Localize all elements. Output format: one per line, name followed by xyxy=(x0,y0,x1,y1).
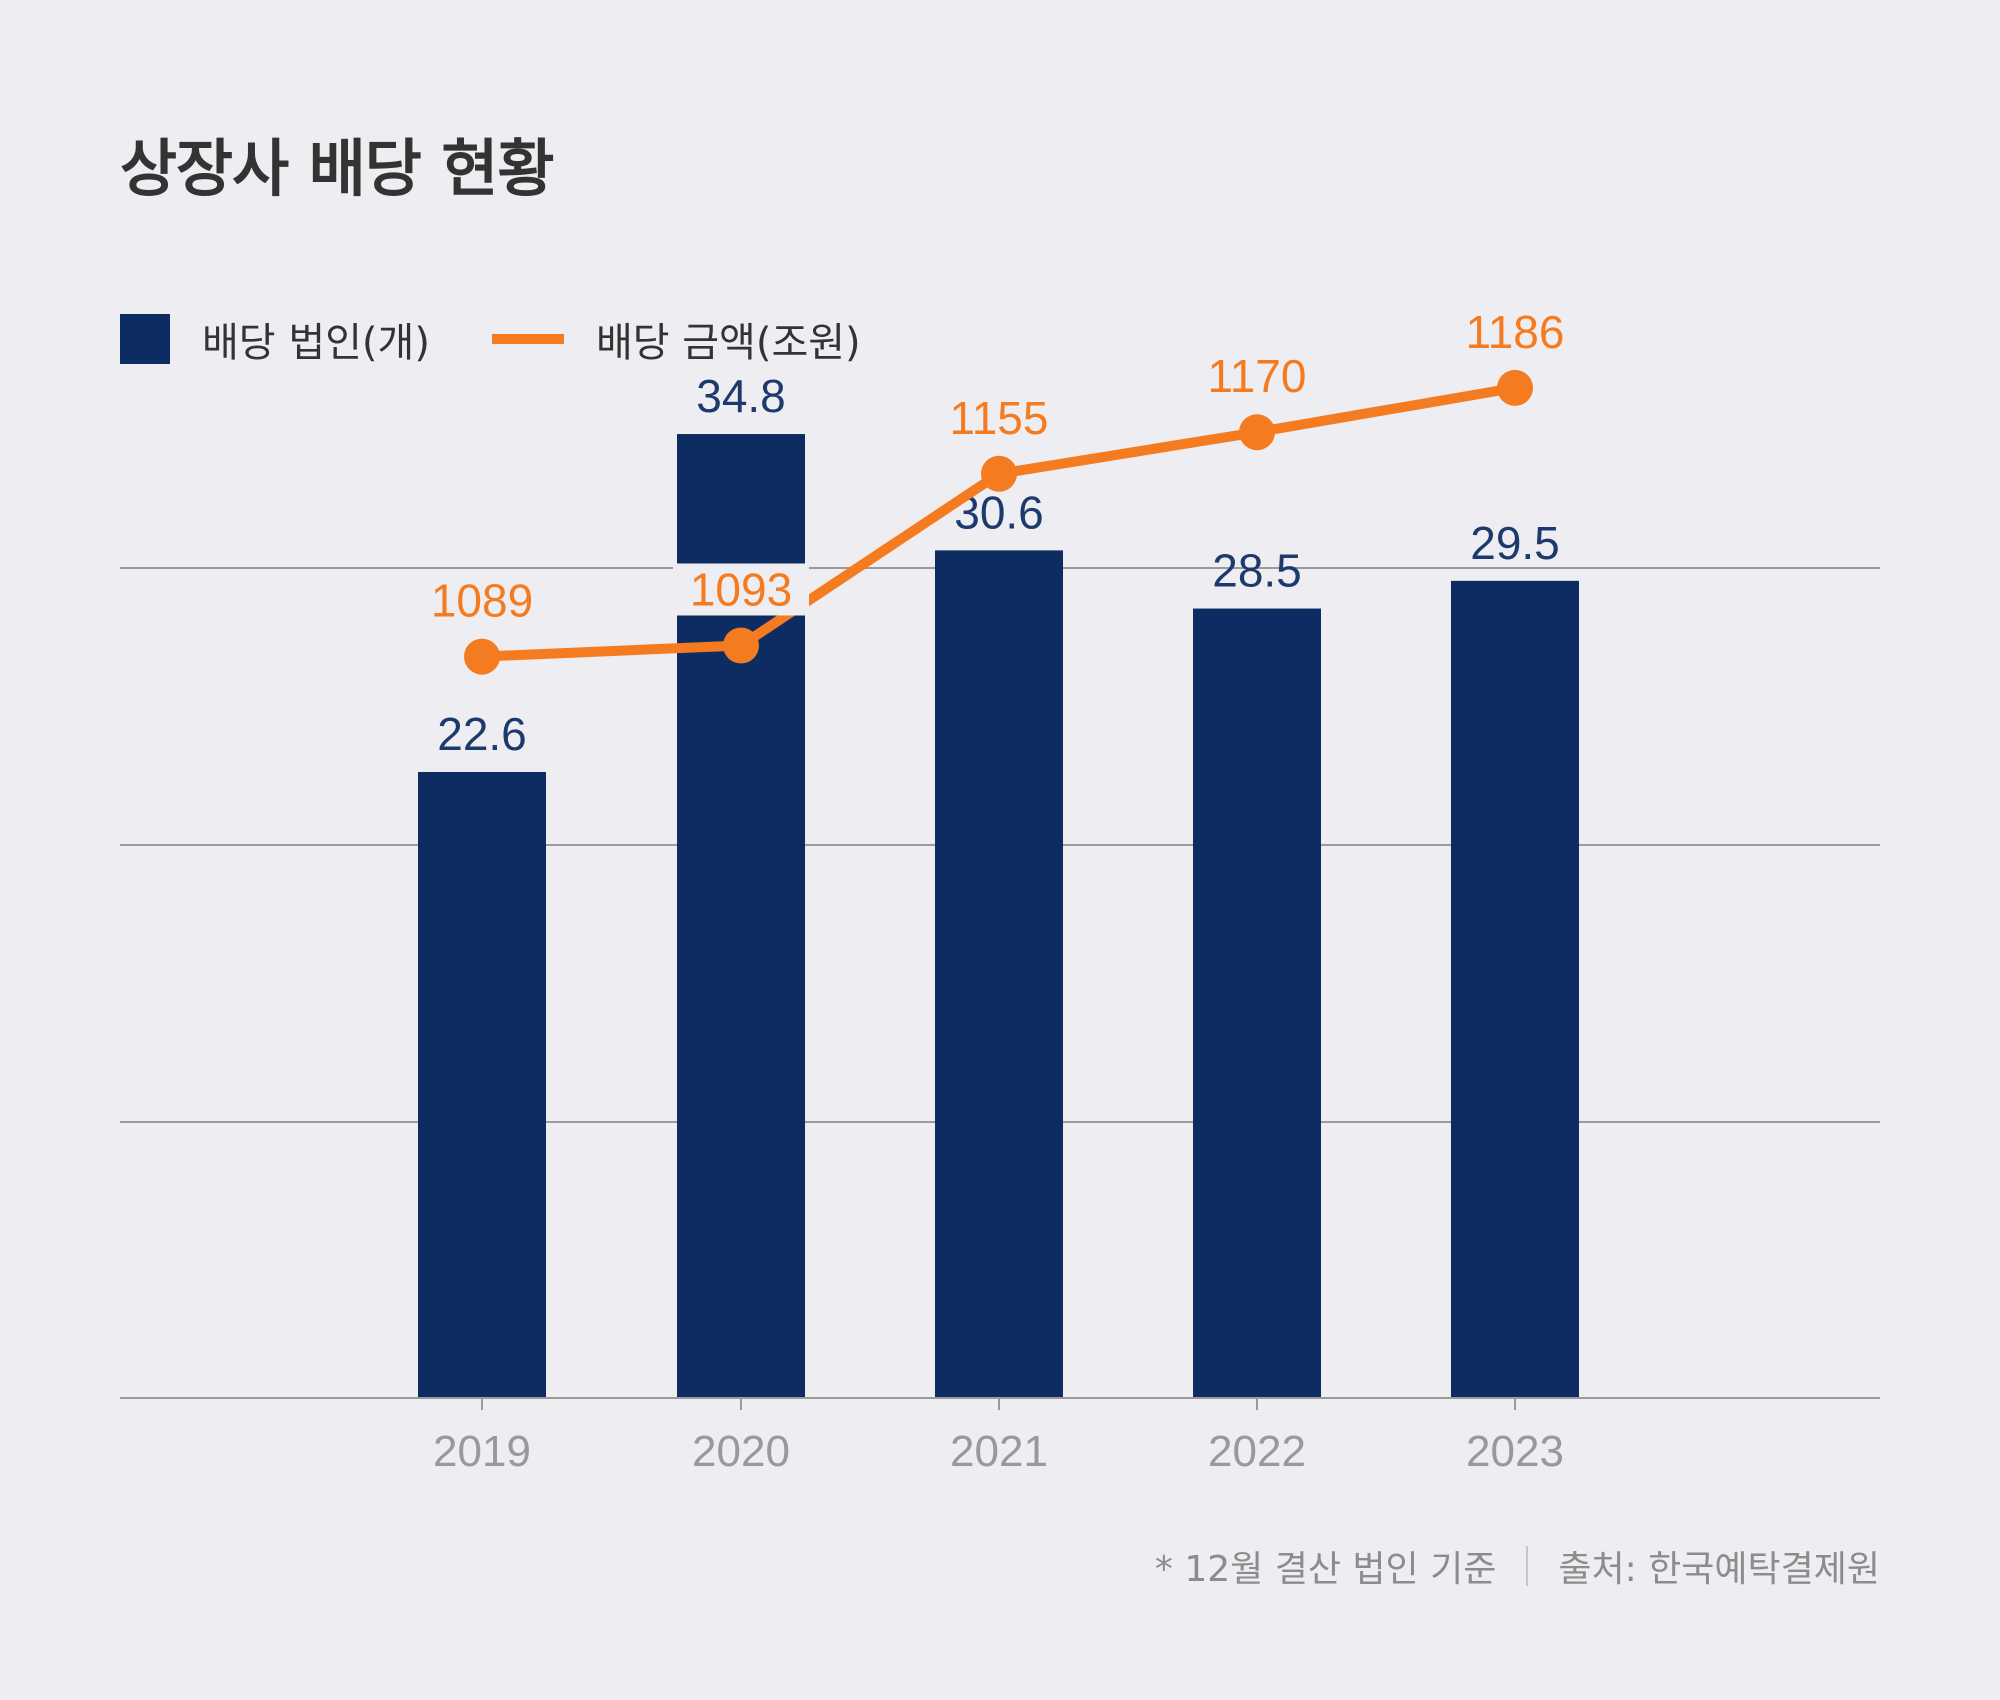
bar-label-2023: 29.5 xyxy=(1470,517,1560,569)
line-label-bg-2023 xyxy=(1447,305,1583,358)
line-point-2023 xyxy=(1497,369,1533,406)
bar-2022 xyxy=(1193,608,1321,1398)
footnote-source: 출처: 한국예탁결제원 xyxy=(1558,1549,1880,1590)
line-label-2023: 1186 xyxy=(1466,306,1565,358)
bar-label-2020: 34.8 xyxy=(696,370,786,422)
bar-2021 xyxy=(935,550,1063,1398)
line-point-2022 xyxy=(1239,414,1275,451)
bar-2019 xyxy=(418,771,546,1398)
bar-2023 xyxy=(1451,580,1579,1398)
chart-title: 상장사 배당 현황 xyxy=(120,132,554,205)
line-label-2019: 1089 xyxy=(431,575,533,627)
line-label-bg-2020 xyxy=(673,563,809,616)
line-point-2019 xyxy=(464,638,500,675)
legend-bar-label: 배당 법인(개) xyxy=(202,320,430,366)
x-tick-label-2023: 2023 xyxy=(1466,1427,1564,1476)
legend: 배당 법인(개) 배당 금액(조원) xyxy=(120,310,923,368)
x-tick-label-2021: 2021 xyxy=(950,1427,1048,1476)
legend-bar-swatch xyxy=(120,314,170,364)
footnote-separator xyxy=(1526,1546,1529,1586)
legend-item-bar: 배당 법인(개) xyxy=(120,310,430,368)
line-label-2022: 1170 xyxy=(1208,350,1307,402)
x-tick-label-2020: 2020 xyxy=(692,1427,790,1476)
line-label-2021: 1155 xyxy=(950,392,1049,444)
footnote-note: * 12월 결산 법인 기준 xyxy=(1154,1549,1497,1590)
bar-label-2019: 22.6 xyxy=(437,708,527,760)
line-point-2020 xyxy=(723,627,759,664)
line-label-2020: 1093 xyxy=(690,563,792,615)
x-tick-label-2019: 2019 xyxy=(433,1427,531,1476)
legend-line-swatch xyxy=(491,334,564,344)
bar-label-2022: 28.5 xyxy=(1212,545,1302,597)
line-label-bg-2021 xyxy=(931,391,1067,444)
line-point-2021 xyxy=(981,455,1017,492)
line-label-bg-2019 xyxy=(414,574,550,627)
legend-item-line: 배당 금액(조원) xyxy=(491,310,861,368)
x-tick-label-2022: 2022 xyxy=(1208,1427,1306,1476)
line-label-bg-2022 xyxy=(1189,350,1325,403)
legend-line-label: 배당 금액(조원) xyxy=(595,320,861,366)
footnote: * 12월 결산 법인 기준 출처: 한국예탁결제원 xyxy=(1155,1540,1880,1592)
